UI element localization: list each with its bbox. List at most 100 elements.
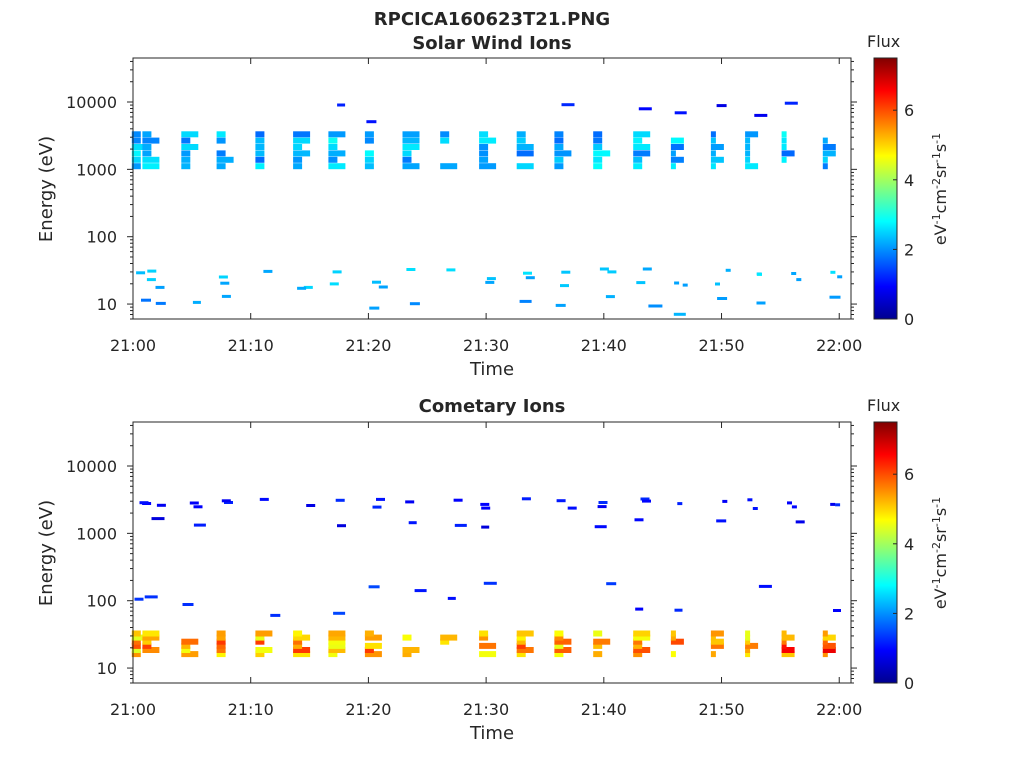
heatmap-cell bbox=[406, 268, 416, 271]
heatmap-cell bbox=[402, 651, 412, 658]
heatmap-cell bbox=[216, 137, 226, 144]
heatmap-cell bbox=[710, 642, 724, 649]
heatmap-cell bbox=[525, 276, 535, 280]
heatmap-cell bbox=[781, 638, 787, 645]
heatmap-cell bbox=[329, 282, 339, 286]
heatmap-cell bbox=[293, 642, 303, 649]
heatmap-cell bbox=[710, 156, 724, 163]
colorbar-cometary bbox=[873, 421, 898, 684]
heatmap-cell bbox=[142, 638, 152, 645]
y-tick-label: 10 bbox=[97, 295, 117, 314]
heatmap-cell bbox=[642, 499, 651, 503]
heatmap-cell bbox=[440, 634, 458, 641]
heatmap-cell bbox=[139, 501, 149, 505]
heatmap-cell bbox=[745, 630, 751, 637]
heatmap-cell bbox=[479, 131, 489, 138]
heatmap-cell bbox=[216, 642, 226, 649]
colorbar-tick-label: 0 bbox=[904, 674, 914, 693]
heatmap-cell bbox=[677, 502, 683, 506]
heatmap-cell bbox=[328, 144, 338, 150]
heatmap-cell bbox=[554, 131, 564, 138]
heatmap-cell bbox=[633, 156, 643, 163]
heatmap-cell bbox=[479, 144, 489, 150]
heatmap-cell bbox=[670, 137, 684, 144]
heatmap-cell bbox=[293, 163, 303, 170]
heatmap-cell bbox=[710, 634, 716, 641]
heatmap-cell bbox=[725, 268, 731, 272]
heatmap-cell bbox=[481, 506, 491, 510]
heatmap-cell bbox=[593, 638, 611, 645]
heatmap-cell bbox=[402, 144, 420, 150]
heatmap-cell bbox=[221, 499, 231, 503]
heatmap-cell bbox=[791, 272, 797, 275]
heatmap-cell bbox=[516, 638, 526, 645]
heatmap-cell bbox=[255, 651, 265, 658]
heatmap-cell bbox=[554, 634, 564, 641]
heatmap-cell bbox=[554, 642, 564, 649]
plot-area-cometary bbox=[133, 422, 851, 683]
heatmap-cell bbox=[328, 131, 346, 138]
heatmap-cell bbox=[795, 520, 805, 524]
heatmap-cell bbox=[822, 647, 836, 653]
heatmap-cell bbox=[567, 506, 577, 510]
heatmap-cell bbox=[633, 163, 643, 170]
heatmap-cell bbox=[368, 585, 380, 589]
heatmap-cell bbox=[516, 150, 534, 157]
heatmap-cell bbox=[181, 156, 191, 163]
heatmap-cell bbox=[293, 137, 311, 144]
heatmap-cell bbox=[131, 638, 141, 645]
heatmap-cell bbox=[216, 634, 226, 641]
panel-cometary: Cometary Ions 21:00 21:10 21:20 21:30 21:40 2… bbox=[36, 396, 950, 744]
heatmap-cell bbox=[598, 501, 608, 504]
heatmap-cell bbox=[216, 651, 226, 658]
heatmap-cell bbox=[189, 501, 199, 505]
heatmap-cell bbox=[293, 651, 311, 658]
heatmap-cell bbox=[781, 630, 787, 637]
heatmap-cell bbox=[822, 144, 836, 150]
heatmap-cell bbox=[181, 647, 191, 653]
heatmap-cell bbox=[328, 156, 338, 163]
heatmap-cell bbox=[218, 275, 228, 279]
heatmap-cell bbox=[754, 113, 768, 117]
heatmap-cell bbox=[715, 282, 720, 286]
heatmap-cell bbox=[293, 150, 311, 157]
colorbar-tick-label: 6 bbox=[904, 465, 914, 484]
heatmap-cell bbox=[791, 505, 797, 509]
heatmap-cell bbox=[405, 500, 415, 504]
heatmap-cell bbox=[155, 301, 166, 305]
heatmap-cell bbox=[328, 647, 346, 653]
heatmap-cell bbox=[328, 634, 346, 641]
plot-frame bbox=[132, 57, 852, 320]
heatmap-cell bbox=[670, 634, 676, 641]
panel-title-cometary: Cometary Ions bbox=[419, 396, 566, 417]
heatmap-cell bbox=[328, 642, 346, 649]
heatmap-cell bbox=[483, 581, 497, 585]
heatmap-cell bbox=[710, 630, 724, 637]
x-tick-label: 21:10 bbox=[228, 700, 274, 719]
heatmap-cell bbox=[131, 634, 149, 641]
heatmap-cell bbox=[830, 270, 836, 274]
heatmap-cell bbox=[835, 503, 841, 507]
heatmap-cell bbox=[830, 502, 836, 506]
heatmap-cell bbox=[640, 497, 650, 501]
heatmap-cell bbox=[593, 651, 603, 658]
heatmap-cell bbox=[337, 103, 346, 107]
x-axis-label-cometary: Time bbox=[469, 723, 514, 744]
heatmap-cell bbox=[752, 507, 758, 510]
heatmap-cell bbox=[335, 498, 345, 502]
heatmap-cell bbox=[745, 144, 751, 150]
heatmap-cell bbox=[597, 505, 607, 509]
heatmap-cell bbox=[561, 103, 575, 107]
heatmap-cell bbox=[306, 504, 316, 507]
heatmap-cell bbox=[151, 517, 165, 521]
heatmap-cell bbox=[745, 163, 759, 170]
heatmap-cell bbox=[822, 634, 836, 641]
plot-frame bbox=[132, 421, 852, 684]
heatmap-cell bbox=[516, 630, 534, 637]
heatmap-cell bbox=[633, 144, 651, 150]
y-tick-label: 1000 bbox=[76, 160, 117, 179]
heatmap-cell bbox=[328, 638, 346, 645]
heatmap-cell bbox=[710, 137, 716, 144]
heatmap-cell bbox=[293, 647, 311, 653]
heatmap-cell bbox=[710, 651, 716, 658]
